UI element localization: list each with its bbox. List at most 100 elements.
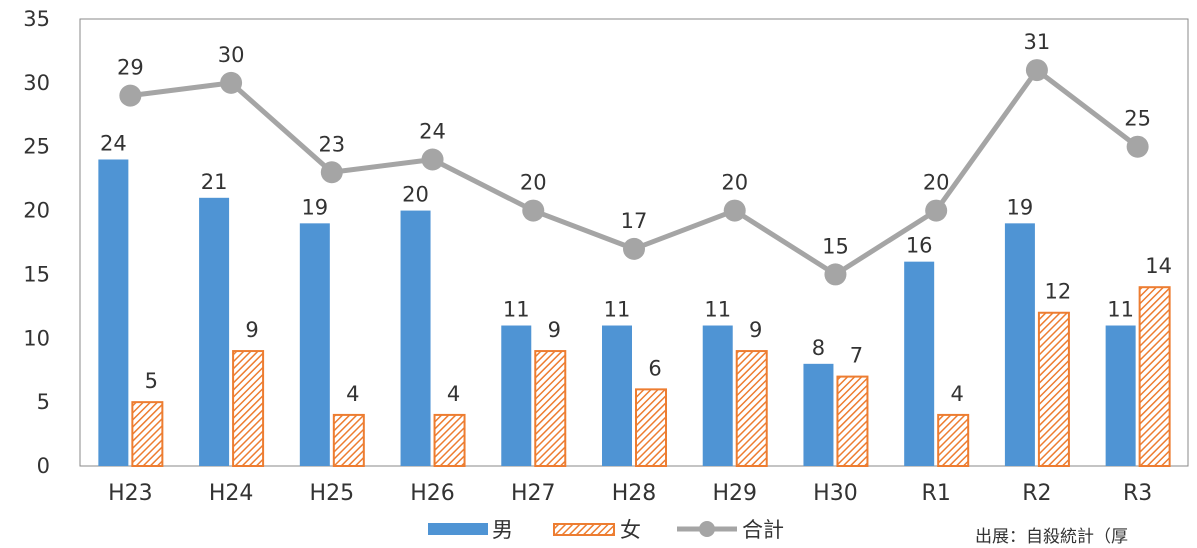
- data-label-total: 24: [419, 119, 446, 143]
- data-label-female: 4: [447, 382, 460, 406]
- data-label-male: 8: [812, 336, 825, 360]
- y-tick-label: 25: [23, 135, 50, 159]
- data-label-male: 24: [100, 131, 127, 155]
- total-point: [623, 237, 645, 260]
- data-label-female: 5: [145, 369, 158, 393]
- total-point: [220, 71, 243, 94]
- bar-male: [602, 325, 632, 466]
- data-label-male: 16: [906, 234, 933, 258]
- plot-area: [79, 18, 1189, 467]
- x-tick-label: H23: [108, 481, 153, 506]
- data-label-female: 7: [850, 344, 863, 368]
- total-point: [320, 161, 343, 184]
- data-label-male: 11: [704, 298, 731, 322]
- data-label-female: 14: [1145, 254, 1172, 278]
- x-tick-label: R3: [1123, 481, 1152, 506]
- x-tick-label: H29: [712, 481, 757, 506]
- x-tick-label: H27: [511, 481, 556, 506]
- source-note: 出展：自殺統計（厚: [975, 527, 1128, 547]
- total-point: [119, 84, 142, 107]
- bar-male: [803, 363, 834, 466]
- bar-male: [1105, 325, 1136, 466]
- legend-label-total: 合計: [742, 518, 784, 542]
- y-tick-label: 5: [37, 390, 50, 414]
- data-label-female: 9: [749, 318, 762, 342]
- x-tick-label: R1: [922, 481, 951, 506]
- bar-female: [735, 350, 768, 467]
- legend-marker-total: [699, 521, 715, 537]
- data-label-female: 9: [548, 318, 561, 342]
- data-label-female: 4: [950, 382, 963, 406]
- legend-swatch-female: [553, 523, 615, 536]
- bar-male: [199, 197, 230, 467]
- bars: [98, 159, 1171, 468]
- y-tick-label: 0: [37, 454, 50, 478]
- data-label-total: 25: [1124, 107, 1151, 131]
- data-label-male: 21: [201, 170, 228, 194]
- data-label-male: 11: [604, 298, 631, 322]
- bar-female: [131, 401, 164, 467]
- bar-female: [836, 375, 869, 468]
- data-label-total: 29: [117, 56, 144, 80]
- y-axis: 0 5 10 15 20 25 30 35: [23, 7, 50, 478]
- data-label-total: 31: [1024, 30, 1051, 54]
- total-line: [119, 59, 1149, 286]
- x-tick-label: H26: [410, 481, 455, 506]
- bar-male: [400, 210, 431, 466]
- total-point: [522, 199, 545, 222]
- x-tick-label: H24: [209, 481, 254, 506]
- bar-female: [433, 413, 466, 467]
- total-point: [723, 199, 746, 222]
- data-label-male: 11: [503, 298, 530, 322]
- bar-female: [937, 413, 970, 467]
- data-label-female: 12: [1045, 280, 1072, 304]
- y-tick-label: 30: [23, 71, 50, 95]
- data-label-male: 19: [301, 195, 328, 219]
- data-label-male: 19: [1007, 195, 1034, 219]
- y-tick-label: 20: [23, 199, 50, 223]
- bar-male: [904, 261, 935, 466]
- bar-female: [1037, 311, 1070, 467]
- total-point: [1025, 59, 1048, 82]
- bar-female: [534, 350, 567, 467]
- data-label-female: 9: [245, 318, 258, 342]
- x-tick-label: R2: [1022, 481, 1051, 506]
- total-point: [925, 199, 948, 222]
- bar-female: [635, 388, 667, 467]
- plot-border: [79, 18, 1189, 467]
- data-label-total: 30: [218, 43, 245, 67]
- x-tick-label: H28: [612, 481, 657, 506]
- data-label-total: 20: [520, 171, 547, 195]
- bar-male: [1004, 223, 1035, 466]
- data-labels: 24 5 21 9 19 4 20 4 11 9 11 6 11 9 8 7 16 4 19 12 11 14 29 30 23…: [100, 30, 1172, 406]
- data-label-total: 15: [822, 234, 849, 258]
- x-tick-label: H25: [310, 481, 355, 506]
- data-label-male: 20: [402, 183, 429, 207]
- data-label-total: 17: [621, 209, 648, 233]
- x-tick-label: H30: [813, 481, 858, 506]
- total-point: [824, 263, 847, 286]
- total-point: [421, 148, 444, 171]
- data-label-total: 20: [721, 171, 748, 195]
- total-point: [1126, 135, 1149, 158]
- data-label-total: 23: [318, 132, 345, 156]
- y-tick-label: 35: [23, 7, 50, 31]
- legend: 男 女 合計: [428, 518, 784, 542]
- data-label-female: 6: [648, 356, 661, 380]
- bar-male: [702, 325, 733, 466]
- bar-male: [98, 159, 129, 466]
- bar-female: [332, 413, 365, 467]
- legend-label-male: 男: [492, 518, 513, 542]
- data-label-male: 11: [1107, 298, 1134, 322]
- bar-male: [299, 223, 330, 466]
- y-tick-label: 15: [23, 262, 50, 286]
- legend-swatch-male: [428, 523, 488, 535]
- y-tick-label: 10: [23, 326, 50, 350]
- x-axis: H23 H24 H25 H26 H27 H28 H29 H30 R1 R2 R3: [108, 481, 1152, 506]
- bar-female: [1138, 286, 1171, 468]
- data-label-female: 4: [346, 382, 359, 406]
- bar-male: [501, 325, 532, 466]
- legend-label-female: 女: [620, 518, 641, 542]
- data-label-total: 20: [923, 171, 950, 195]
